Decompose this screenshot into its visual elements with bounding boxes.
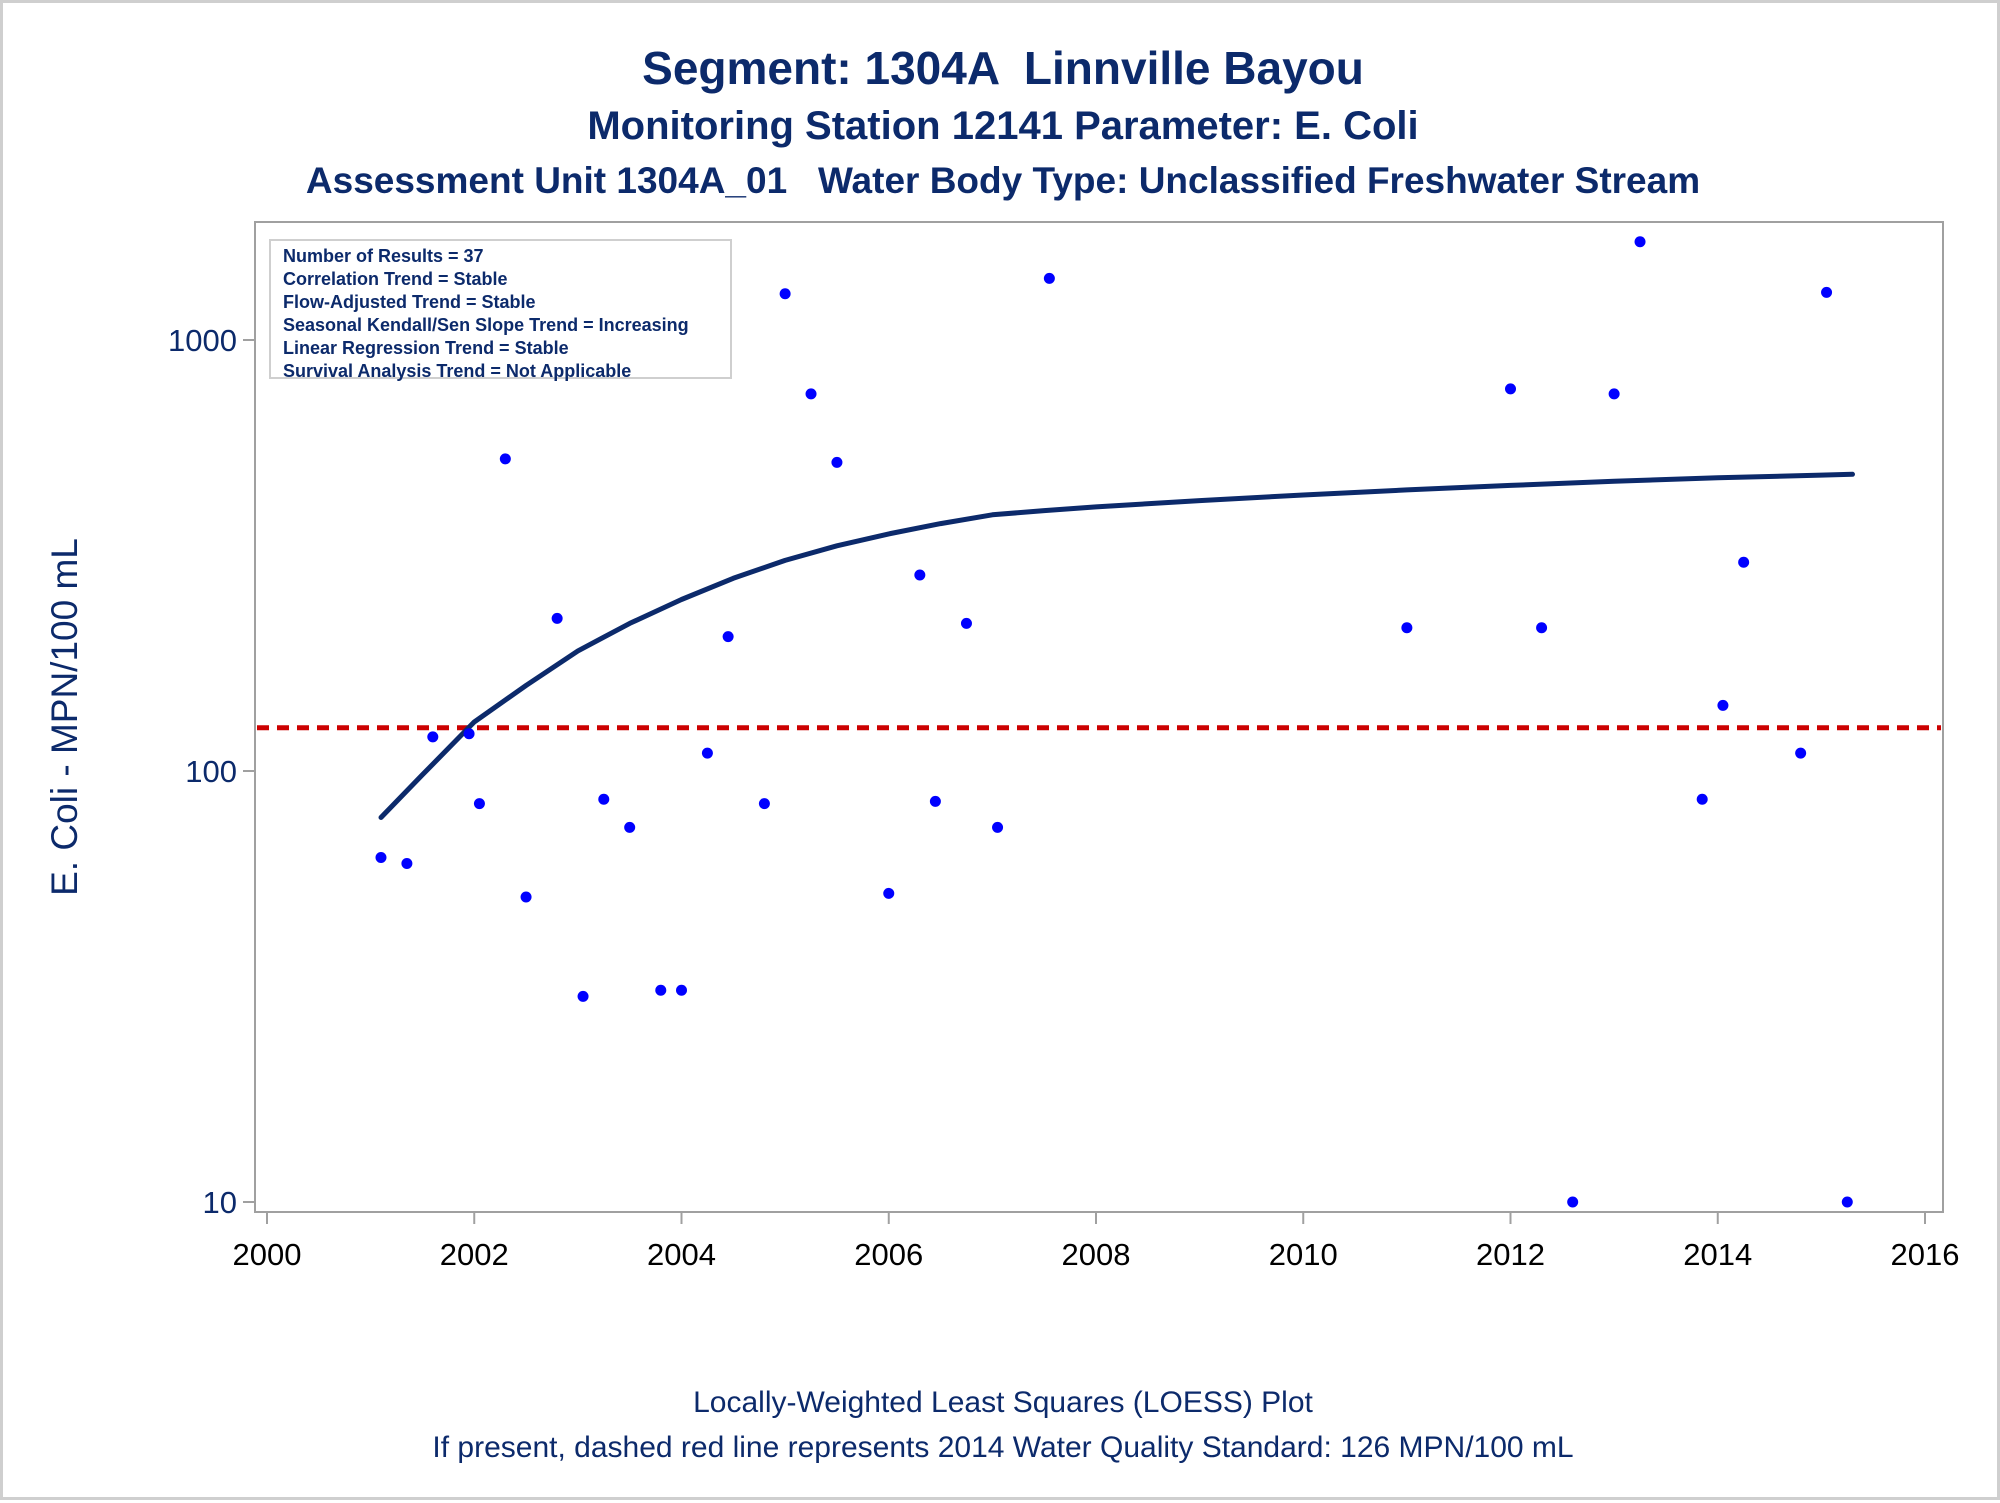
- trend-stats-box: Number of Results = 37 Correlation Trend…: [269, 239, 732, 381]
- x-tick-label: 2010: [1269, 1237, 1338, 1272]
- data-point: [722, 631, 734, 643]
- x-tick-label: 2002: [440, 1237, 509, 1272]
- data-point: [624, 821, 636, 833]
- data-point: [473, 798, 485, 810]
- data-point: [598, 793, 610, 805]
- x-tick-label: 2004: [647, 1237, 716, 1272]
- data-point: [883, 887, 895, 899]
- stat-line-seasonal-kendall: Seasonal Kendall/Sen Slope Trend = Incre…: [283, 315, 689, 335]
- scatter-plot: 2000 2002 2004 2006 2008 2010 2012 2014 2016 10 10…: [44, 221, 1960, 1272]
- data-point: [805, 388, 817, 400]
- loess-curve: [378, 471, 1855, 820]
- data-point: [520, 891, 532, 903]
- data-point: [463, 728, 475, 740]
- chart-subtitle: Monitoring Station 12141 Parameter: E. C…: [587, 104, 1419, 148]
- stat-line-results: Number of Results = 37: [283, 246, 484, 266]
- stat-line-correlation: Correlation Trend = Stable: [283, 269, 508, 289]
- data-point: [655, 984, 667, 996]
- x-tick-label: 2006: [854, 1237, 923, 1272]
- chart-title: Segment: 1304A Linnville Bayou: [642, 42, 1364, 94]
- footnote-loess: Locally-Weighted Least Squares (LOESS) P…: [693, 1386, 1313, 1419]
- data-point: [914, 569, 926, 581]
- data-point: [499, 453, 511, 465]
- chart-subtitle-2: Assessment Unit 1304A_01 Water Body Type…: [305, 160, 1701, 201]
- x-tick-label: 2008: [1062, 1237, 1131, 1272]
- data-point: [831, 456, 843, 468]
- data-point: [577, 990, 589, 1002]
- data-point: [1795, 747, 1807, 759]
- data-point: [758, 798, 770, 810]
- data-point: [701, 747, 713, 759]
- data-point: [992, 821, 1004, 833]
- data-point: [1567, 1196, 1579, 1208]
- x-tick-label: 2000: [233, 1237, 302, 1272]
- stat-line-flow-adjusted: Flow-Adjusted Trend = Stable: [283, 292, 536, 312]
- stat-line-linear-regression: Linear Regression Trend = Stable: [283, 338, 569, 358]
- x-tick-label: 2012: [1476, 1237, 1545, 1272]
- data-point: [1536, 622, 1548, 634]
- data-point: [1841, 1196, 1853, 1208]
- x-tick-label: 2014: [1683, 1237, 1752, 1272]
- x-tick-label: 2016: [1891, 1237, 1960, 1272]
- data-point: [779, 288, 791, 300]
- data-point: [1738, 556, 1750, 568]
- plot-area: [254, 221, 1944, 1213]
- data-point: [1043, 272, 1055, 284]
- data-point: [1717, 699, 1729, 711]
- data-point: [401, 858, 413, 870]
- y-tick-label: 100: [185, 754, 237, 789]
- y-tick-label: 10: [203, 1185, 237, 1220]
- data-point: [960, 617, 972, 629]
- data-point: [676, 984, 687, 996]
- stat-line-survival: Survival Analysis Trend = Not Applicable: [283, 361, 632, 381]
- data-point: [375, 851, 387, 863]
- data-point: [1505, 383, 1516, 395]
- y-tick-label: 1000: [168, 323, 237, 358]
- data-point: [1821, 286, 1833, 298]
- data-point: [427, 731, 439, 743]
- data-point: [929, 795, 941, 807]
- data-point: [551, 612, 563, 624]
- y-axis-label: E. Coli - MPN/100 mL: [44, 538, 85, 896]
- footnote-standard: If present, dashed red line represents 2…: [432, 1431, 1574, 1464]
- data-point: [1608, 388, 1620, 400]
- data-point: [1696, 793, 1708, 805]
- data-point: [1401, 622, 1413, 634]
- data-point: [1634, 236, 1646, 248]
